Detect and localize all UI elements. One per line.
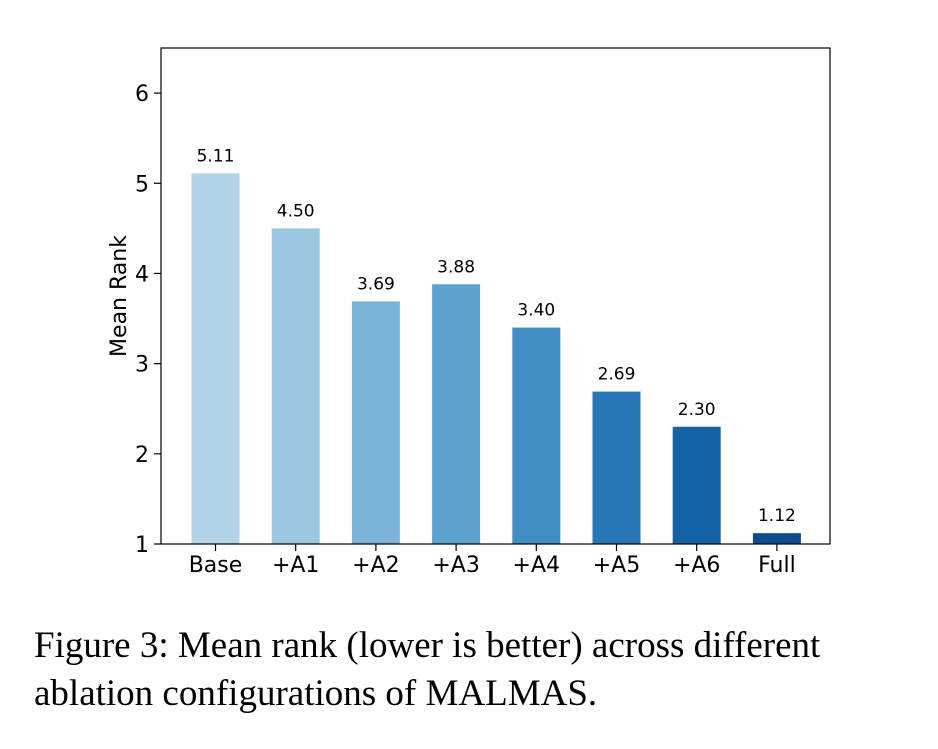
- y-tick-label: 3: [135, 353, 149, 378]
- bar-plus-a3: [432, 284, 481, 544]
- y-axis-ticks: 1 2 3 4 5 6: [135, 82, 161, 558]
- figure-caption: Figure 3: Mean rank (lower is better) ac…: [34, 622, 914, 718]
- bar-value-label: 4.50: [277, 201, 315, 221]
- y-tick-label: 4: [135, 262, 149, 287]
- y-tick-label: 2: [135, 443, 149, 468]
- caption-line-2: ablation configurations of MALMAS.: [34, 673, 598, 714]
- y-tick-label: 1: [135, 533, 149, 558]
- x-tick-label: +A3: [432, 553, 479, 578]
- data-labels: 5.11 4.50 3.69 3.88 3.40 2.69 2.30 1.12: [197, 146, 796, 526]
- y-tick-label: 6: [135, 82, 149, 107]
- bar-plus-a5: [592, 391, 641, 544]
- bar-plus-a2: [351, 301, 400, 544]
- bar-value-label: 2.69: [598, 365, 636, 385]
- x-tick-label: Base: [189, 553, 243, 578]
- bar-value-label: 5.11: [197, 146, 235, 166]
- bar-value-label: 2.30: [678, 400, 716, 420]
- y-axis-label: Mean Rank: [107, 235, 132, 357]
- bar-base: [191, 173, 240, 544]
- y-tick-label: 5: [135, 172, 149, 197]
- x-tick-label: +A2: [352, 553, 399, 578]
- bar-value-label: 1.12: [758, 506, 796, 526]
- caption-line-1: Figure 3: Mean rank (lower is better) ac…: [34, 625, 821, 666]
- bar-value-label: 3.88: [437, 257, 475, 277]
- plot-frame: [160, 47, 831, 545]
- bar-plus-a6: [672, 426, 721, 544]
- bar-plus-a1: [271, 228, 320, 544]
- x-tick-label: +A4: [513, 553, 560, 578]
- x-tick-label: +A1: [272, 553, 319, 578]
- x-tick-label: Full: [758, 553, 796, 578]
- bar-value-label: 3.69: [357, 274, 395, 294]
- bar-full: [752, 533, 801, 544]
- bar-value-label: 3.40: [517, 301, 555, 321]
- bar-plus-a4: [512, 327, 561, 544]
- bars: [191, 173, 801, 544]
- x-tick-label: +A6: [673, 553, 720, 578]
- x-axis-ticks: Base +A1 +A2 +A3 +A4 +A5 +A6 Full: [189, 544, 796, 578]
- x-tick-label: +A5: [593, 553, 640, 578]
